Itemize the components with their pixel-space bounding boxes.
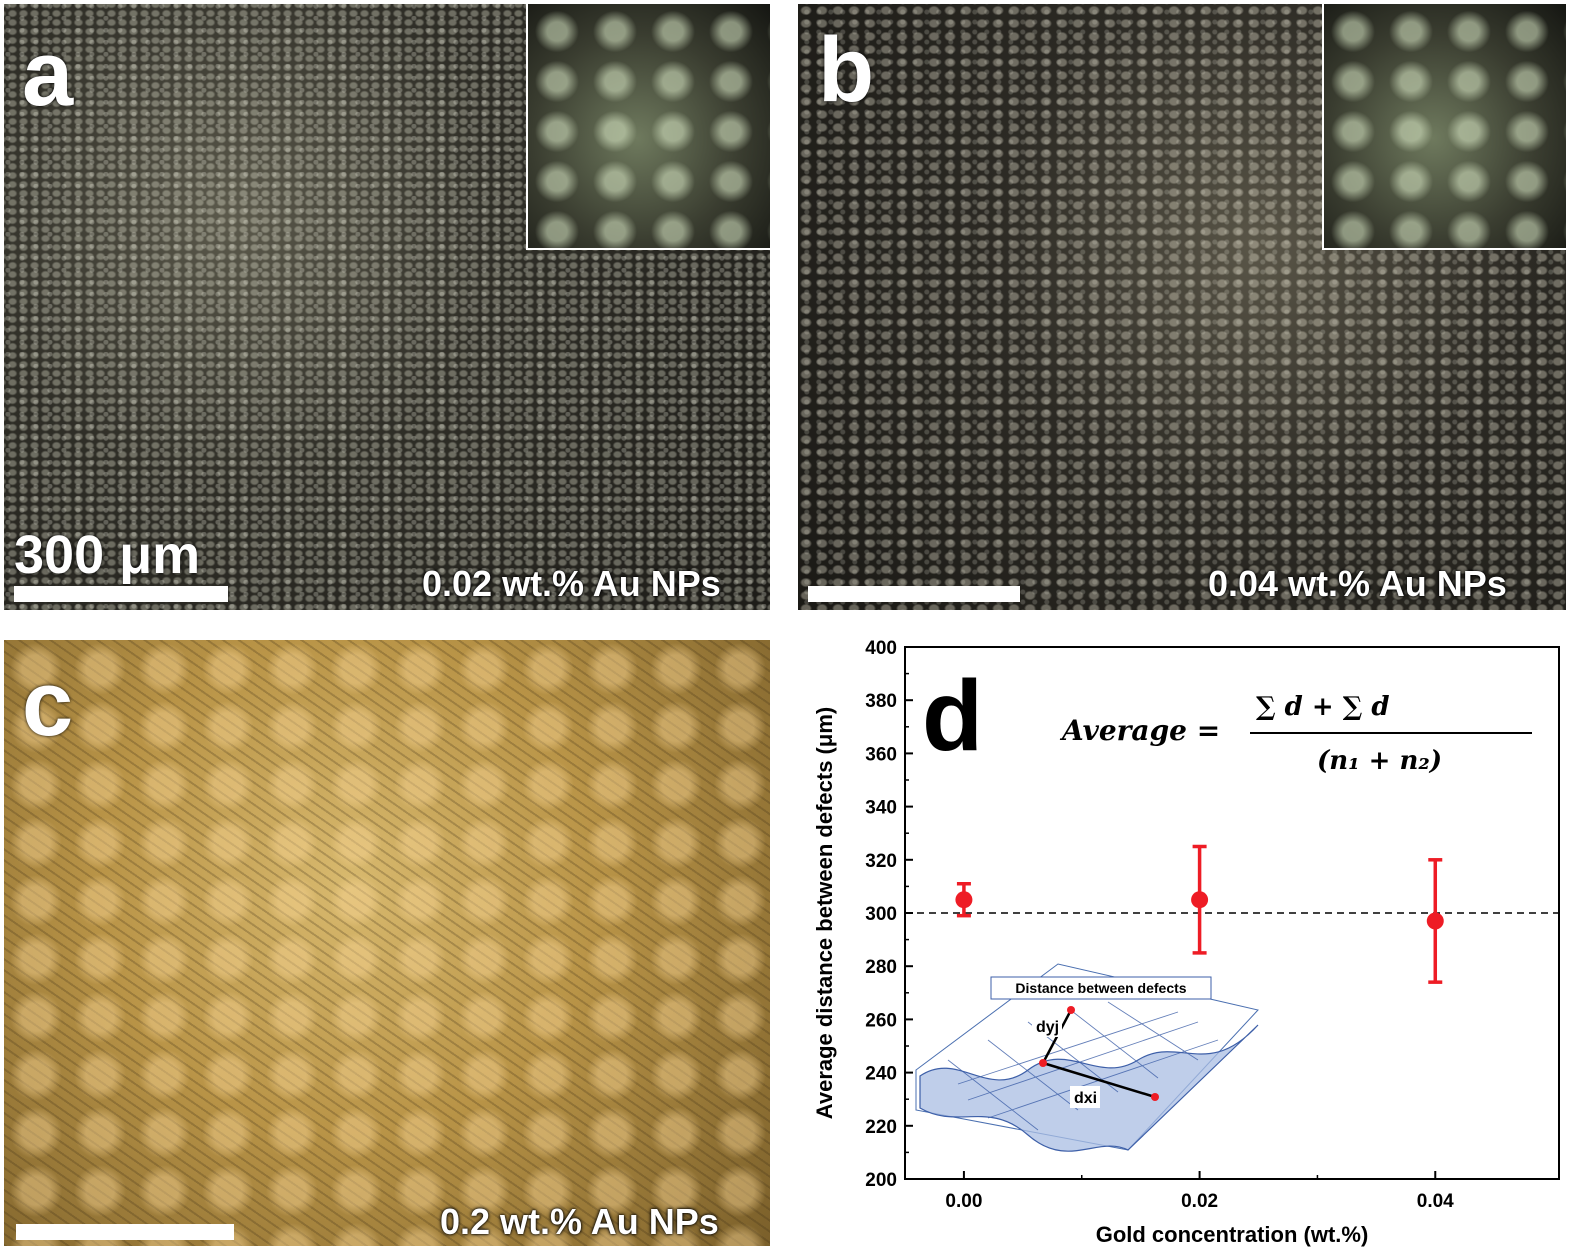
y-tick-label: 300 xyxy=(865,904,897,925)
micrograph-b-inset xyxy=(1322,4,1566,250)
inset-title: Distance between defects xyxy=(1015,980,1186,996)
data-point xyxy=(955,891,973,909)
formula-denominator: (n₁ + n₂) xyxy=(1317,746,1442,776)
scale-bar-a xyxy=(14,586,228,602)
scale-bar-c xyxy=(16,1224,234,1240)
caption-b: 0.04 wt.% Au NPs xyxy=(1208,563,1507,604)
caption-c: 0.2 wt.% Au NPs xyxy=(440,1201,719,1242)
panel-label-a: a xyxy=(22,23,74,125)
x-tick-label: 0.04 xyxy=(1417,1191,1454,1212)
inset-title-box xyxy=(990,976,1212,1000)
inset-defect-origin xyxy=(1039,1059,1047,1067)
y-tick-label: 380 xyxy=(865,691,897,712)
inset-mesh xyxy=(947,1001,1219,1131)
y-axis-title: Average distance between defects (μm) xyxy=(812,707,837,1119)
caption-a: 0.02 wt.% Au NPs xyxy=(422,563,721,604)
y-tick-label: 320 xyxy=(865,851,897,872)
y-tick-label: 360 xyxy=(865,744,897,765)
y-tick-label: 200 xyxy=(865,1170,897,1191)
y-tick-label: 240 xyxy=(865,1064,897,1085)
micrograph-a-inset xyxy=(526,4,770,250)
panel-label-b: b xyxy=(818,19,875,121)
panel-label-d: d xyxy=(922,660,983,772)
micrograph-a: a 300 μm 0.02 wt.% Au NPs xyxy=(4,4,770,610)
inset-dx-label: dxi xyxy=(1074,1090,1097,1107)
y-tick-label: 400 xyxy=(865,638,897,659)
inset-dx-label-box xyxy=(1070,1086,1100,1108)
inset-dy-label-box xyxy=(1032,1015,1062,1037)
data-point xyxy=(1426,912,1444,930)
panel-label-c: c xyxy=(22,653,74,755)
micrograph-b: b 0.04 wt.% Au NPs xyxy=(798,4,1566,610)
inset-defect-x xyxy=(1151,1093,1159,1101)
defect-surface-inset: Distance between defects dyj dxi xyxy=(915,963,1259,1152)
inset-dy-label: dyj xyxy=(1036,1019,1059,1036)
micrograph-c: c 0.2 wt.% Au NPs xyxy=(4,640,770,1246)
scale-bar-b xyxy=(808,586,1020,602)
y-axis-ticks: 200 220 240 260 280 300 320 340 360 380 400 xyxy=(865,638,913,1191)
scale-bar-label: 300 μm xyxy=(14,525,201,585)
data-points xyxy=(955,844,1444,984)
x-tick-label: 0.00 xyxy=(945,1191,982,1212)
y-tick-label: 280 xyxy=(865,957,897,978)
average-formula: Average = ∑ d + ∑ d (n₁ + n₂) xyxy=(1059,692,1532,776)
formula-numerator: ∑ d + ∑ d xyxy=(1256,692,1390,722)
inset-dx-segment xyxy=(1042,1061,1156,1099)
y-tick-label: 340 xyxy=(865,798,897,819)
y-tick-label: 260 xyxy=(865,1010,897,1031)
x-tick-label: 0.02 xyxy=(1181,1191,1218,1212)
inset-defect-y xyxy=(1067,1006,1075,1014)
x-axis-ticks: 0.00 0.02 0.04 xyxy=(945,1171,1454,1212)
data-point xyxy=(1191,891,1209,909)
formula-lhs: Average = xyxy=(1059,714,1220,747)
x-axis-title: Gold concentration (wt.%) xyxy=(1096,1222,1369,1247)
y-tick-label: 220 xyxy=(865,1117,897,1138)
